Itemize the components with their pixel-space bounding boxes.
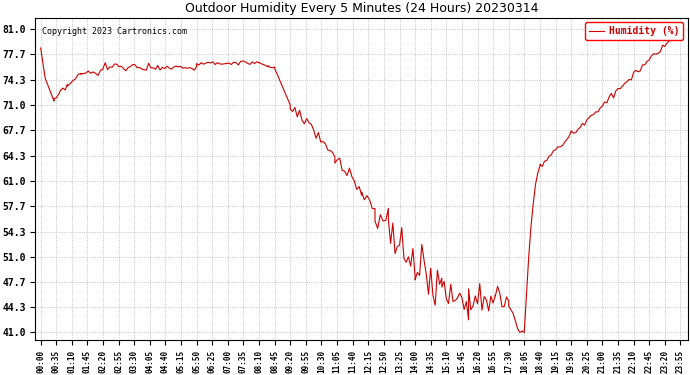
Humidity (%) — [37, 46, 45, 50]
Humidity (%) — [422, 272, 431, 276]
Humidity (%) — [420, 258, 428, 262]
Legend: Humidity (%): Humidity (%) — [585, 22, 683, 40]
Humidity (%) — [39, 61, 47, 65]
Humidity (%) — [515, 330, 524, 335]
Humidity (%) — [574, 127, 582, 132]
Text: Copyright 2023 Cartronics.com: Copyright 2023 Cartronics.com — [42, 27, 187, 36]
Line: Humidity (%): Humidity (%) — [41, 29, 680, 333]
Humidity (%) — [616, 87, 624, 91]
Humidity (%) — [433, 268, 442, 272]
Title: Outdoor Humidity Every 5 Minutes (24 Hours) 20230314: Outdoor Humidity Every 5 Minutes (24 Hou… — [185, 2, 538, 15]
Humidity (%) — [676, 27, 684, 31]
